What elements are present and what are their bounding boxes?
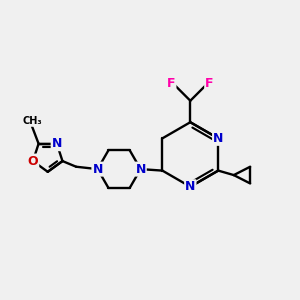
Text: N: N bbox=[213, 132, 224, 145]
Text: F: F bbox=[167, 77, 176, 90]
Text: F: F bbox=[205, 77, 214, 90]
Text: N: N bbox=[135, 163, 146, 176]
Text: CH₃: CH₃ bbox=[22, 116, 42, 126]
Text: O: O bbox=[28, 154, 38, 168]
Text: N: N bbox=[185, 180, 196, 193]
Text: N: N bbox=[52, 137, 62, 150]
Text: N: N bbox=[92, 163, 103, 176]
